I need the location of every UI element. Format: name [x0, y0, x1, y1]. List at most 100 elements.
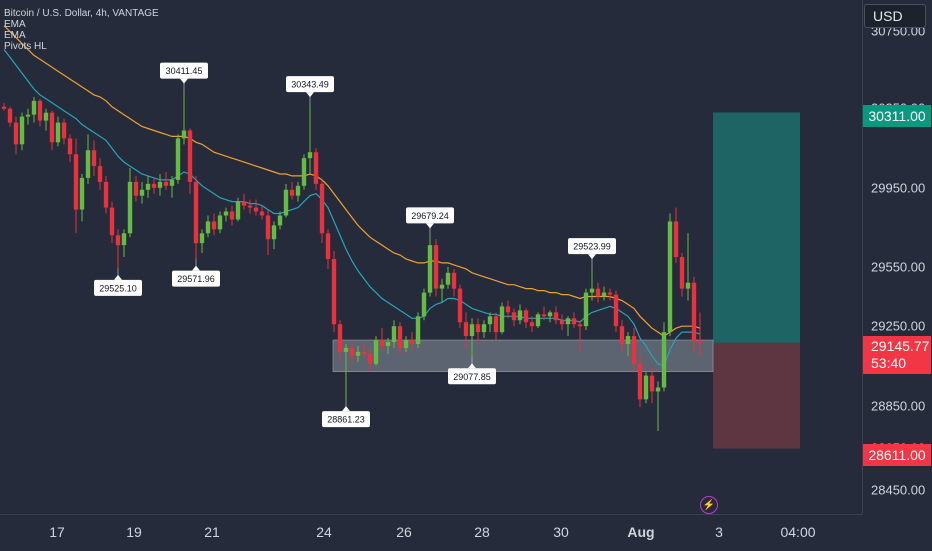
candle: [109, 201, 115, 244]
candle: [31, 96, 37, 123]
long-position-target-zone[interactable]: [713, 112, 800, 343]
candle: [343, 343, 349, 400]
candle-body: [211, 221, 217, 230]
candle: [619, 320, 625, 352]
pivot-label-high: 30411.45: [160, 62, 208, 93]
candle-body: [37, 100, 43, 121]
candle: [367, 347, 373, 372]
candle-body: [1, 106, 7, 109]
candle: [559, 314, 565, 331]
pivot-label-text: 29679.24: [411, 211, 449, 221]
candle-body: [469, 324, 475, 337]
candle: [649, 367, 655, 404]
candle: [181, 92, 187, 145]
candle-body: [259, 211, 265, 216]
time-axis-label: 3: [715, 524, 723, 540]
candle: [565, 316, 571, 337]
candle-body: [103, 181, 109, 208]
candle: [685, 233, 691, 301]
candle-body: [121, 233, 127, 246]
price-axis-label: 29950.00: [871, 180, 926, 196]
candle: [661, 322, 667, 392]
candle: [1, 102, 7, 111]
currency-button[interactable]: USD: [864, 4, 926, 28]
candle: [325, 229, 331, 269]
candle-body: [337, 324, 343, 352]
pivot-label-text: 29571.96: [177, 274, 215, 284]
support-zone[interactable]: [332, 339, 714, 372]
pivot-label-pointer: [588, 254, 596, 260]
candle-body: [343, 347, 349, 352]
current-price-value: 29145.77: [871, 338, 930, 354]
candle: [463, 312, 469, 348]
current-price-badge: 29145.77 53:40: [863, 336, 931, 374]
candle: [139, 181, 145, 204]
price-axis-label: 29250.00: [871, 318, 926, 334]
candle: [157, 173, 163, 196]
candle-body: [109, 207, 115, 236]
pivots-indicator-label[interactable]: Pivots HL: [4, 41, 47, 52]
candle: [535, 312, 541, 329]
price-axis-label: 28450.00: [871, 482, 926, 498]
candle-body: [97, 166, 103, 182]
candle: [505, 300, 511, 319]
candle: [571, 312, 577, 329]
candle: [475, 318, 481, 344]
candle-body: [301, 158, 307, 186]
candle: [151, 177, 157, 194]
time-axis[interactable]: 17 19 21 24 26 28 30 Aug 3 04:00: [0, 514, 862, 551]
price-axis[interactable]: 30750.00 30350.00 29950.00 29550.00 2925…: [862, 0, 932, 514]
candle-body: [505, 306, 511, 313]
candle: [97, 158, 103, 190]
candle-body: [619, 326, 625, 344]
ema-indicator-label[interactable]: EMA: [4, 19, 26, 30]
candle-body: [265, 215, 271, 240]
candle-body: [445, 272, 451, 285]
candle-body: [409, 340, 415, 344]
candle: [547, 310, 553, 323]
candle-body: [163, 181, 169, 186]
price-axis-label: 29550.00: [871, 259, 926, 275]
ema-indicator-label-2[interactable]: EMA: [4, 30, 26, 41]
candle: [601, 286, 607, 301]
candle-body: [283, 189, 289, 216]
candle-body: [367, 353, 373, 364]
candle-body: [205, 221, 211, 234]
candle: [25, 108, 31, 125]
candle-body: [637, 363, 643, 400]
pivot-labels: 30411.45 30343.49 29679.24 29523.99 29525.10…: [94, 62, 616, 428]
candle: [451, 268, 457, 297]
candle: [121, 229, 127, 257]
chart-plot-area[interactable]: 30411.45 30343.49 29679.24 29523.99 29525.10…: [0, 0, 862, 514]
long-position-stop-zone[interactable]: [713, 342, 800, 449]
candle: [175, 134, 181, 184]
symbol-title[interactable]: Bitcoin / U.S. Dollar, 4h, VANTAGE: [4, 8, 159, 19]
candle: [43, 108, 49, 131]
pivot-label-high: 29679.24: [406, 207, 454, 238]
candle-body: [631, 336, 637, 364]
candle-body: [541, 314, 547, 317]
candle: [169, 175, 175, 198]
candle: [67, 134, 73, 163]
candle: [625, 332, 631, 356]
candle: [283, 183, 289, 218]
candle: [253, 199, 259, 216]
candle: [7, 106, 13, 127]
pivot-label-text: 30411.45: [166, 66, 203, 76]
pivot-label-box: [322, 411, 370, 428]
candle: [307, 106, 313, 174]
candle-body: [679, 257, 685, 289]
candle-body: [79, 177, 85, 210]
candle: [301, 154, 307, 190]
candle: [205, 215, 211, 238]
candle: [385, 338, 391, 354]
pivot-label-text: 29523.99: [573, 242, 611, 252]
candlestick-chart[interactable]: 30411.45 30343.49 29679.24 29523.99 29525.10…: [0, 0, 862, 514]
candle-body: [277, 215, 283, 226]
lightning-icon[interactable]: ⚡: [700, 496, 718, 514]
candle-body: [307, 152, 313, 159]
pivot-label-low: 29571.96: [172, 258, 220, 287]
target-price-badge: 30311.00: [863, 105, 931, 127]
candle-body: [91, 150, 97, 167]
candle: [361, 343, 367, 358]
